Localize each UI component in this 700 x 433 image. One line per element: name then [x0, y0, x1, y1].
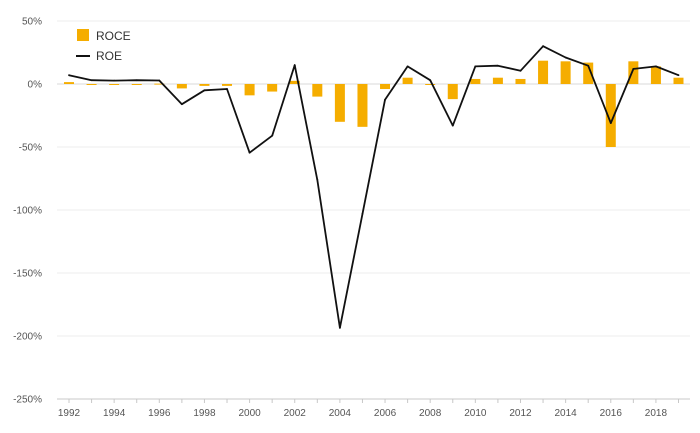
y-tick-label: -200% [13, 332, 42, 343]
x-tick-label: 1994 [103, 408, 126, 419]
roe-point-2002 [293, 64, 296, 66]
y-tick-label: 0% [28, 80, 43, 91]
roce-bar-2019 [673, 77, 684, 84]
roe-point-1999 [226, 88, 228, 90]
roce-bar-1994 [109, 84, 120, 85]
x-tick-label: 2004 [329, 408, 352, 419]
roce-bar-1999 [222, 84, 233, 86]
x-tick-label: 2000 [238, 408, 261, 419]
y-tick-label: -150% [13, 269, 42, 280]
roce-bar-1995 [131, 84, 142, 85]
roce-bar-2013 [538, 60, 549, 84]
legend-label-roce: ROCE [96, 29, 131, 43]
legend-swatch-roce [77, 29, 89, 41]
x-axis-tick-labels: 1992 1994 1996 1998 2000 2002 2004 2006 2008 2010… [58, 408, 668, 419]
x-tick-label: 1992 [58, 408, 81, 419]
roe-series-line [68, 45, 679, 329]
x-tick-label: 2018 [645, 408, 668, 419]
roce-bar-2009 [447, 84, 458, 100]
roe-point-1993 [90, 79, 93, 82]
roe-point-1997 [180, 103, 183, 106]
roe-point-2011 [497, 64, 499, 67]
y-axis-tick-labels: 50% 0% -50% -100% -150% -200% -250% [13, 17, 42, 406]
roce-bar-2011 [492, 77, 503, 84]
roe-point-2015 [587, 64, 590, 67]
roce-bar-2014 [560, 61, 571, 84]
roce-bar-2008 [425, 84, 436, 85]
roce-bar-1998 [199, 84, 210, 86]
roe-point-1996 [158, 79, 161, 82]
roe-point-1995 [135, 79, 138, 82]
roe-point-2009 [451, 124, 454, 127]
roe-point-2003 [316, 178, 319, 181]
roce-bar-1992 [64, 82, 74, 84]
roce-bar-1997 [176, 84, 187, 89]
roe-line [68, 45, 680, 329]
x-tick-label: 1996 [148, 408, 171, 419]
x-tick-label: 1998 [193, 408, 216, 419]
roce-bar-2010 [470, 78, 481, 84]
legend-label-roe: ROE [96, 49, 122, 63]
roe-point-2006 [384, 98, 386, 101]
roe-point-2017 [632, 67, 635, 70]
roe-point-1992 [68, 74, 70, 77]
y-tick-label: 50% [22, 17, 42, 28]
roe-point-2018 [655, 65, 657, 68]
roce-bar-2006 [380, 84, 391, 90]
x-tick-label: 2012 [509, 408, 532, 419]
roce-bar-2003 [312, 84, 323, 97]
legend: ROCE ROE [76, 29, 131, 63]
roe-point-2019 [677, 74, 680, 77]
y-tick-label: -250% [13, 395, 42, 406]
roe-point-2007 [406, 65, 409, 68]
roe-point-2012 [519, 69, 522, 72]
roe-point-2005 [361, 212, 364, 215]
roe-point-2008 [429, 79, 432, 82]
roe-point-2014 [564, 56, 567, 59]
x-tick-label: 2010 [464, 408, 487, 419]
y-tick-label: -50% [19, 143, 42, 154]
roce-bar-1993 [86, 84, 97, 86]
roce-bar-2012 [515, 78, 526, 84]
x-tick-label: 2002 [284, 408, 307, 419]
roce-bar-2002 [289, 80, 300, 84]
roe-point-2000 [248, 151, 251, 154]
roce-bar-2001 [267, 84, 278, 92]
roe-point-2013 [542, 45, 544, 48]
roce-bar-2018 [650, 66, 661, 84]
roe-point-2001 [271, 134, 274, 137]
roe-point-2010 [474, 65, 477, 68]
roce-bar-2004 [334, 84, 345, 122]
x-tick-label: 2008 [419, 408, 442, 419]
roce-bar-2005 [357, 84, 368, 127]
y-tick-label: -100% [13, 206, 42, 217]
roce-bars [64, 60, 684, 147]
roe-point-2016 [609, 122, 612, 124]
roe-point-1994 [113, 79, 116, 82]
roce-bar-2007 [402, 77, 413, 84]
x-tick-label: 2016 [600, 408, 623, 419]
roe-point-2004 [338, 326, 341, 329]
gridlines [57, 20, 690, 403]
roce-bar-2000 [244, 84, 255, 96]
roce-bar-2017 [628, 61, 639, 84]
roe-point-1998 [203, 89, 206, 92]
x-tick-label: 2006 [374, 408, 397, 419]
x-tick-label: 2014 [555, 408, 578, 419]
roce-bar-2016 [605, 84, 616, 147]
roce-bar-1996 [154, 83, 165, 85]
roce-bar-2015 [583, 62, 594, 84]
